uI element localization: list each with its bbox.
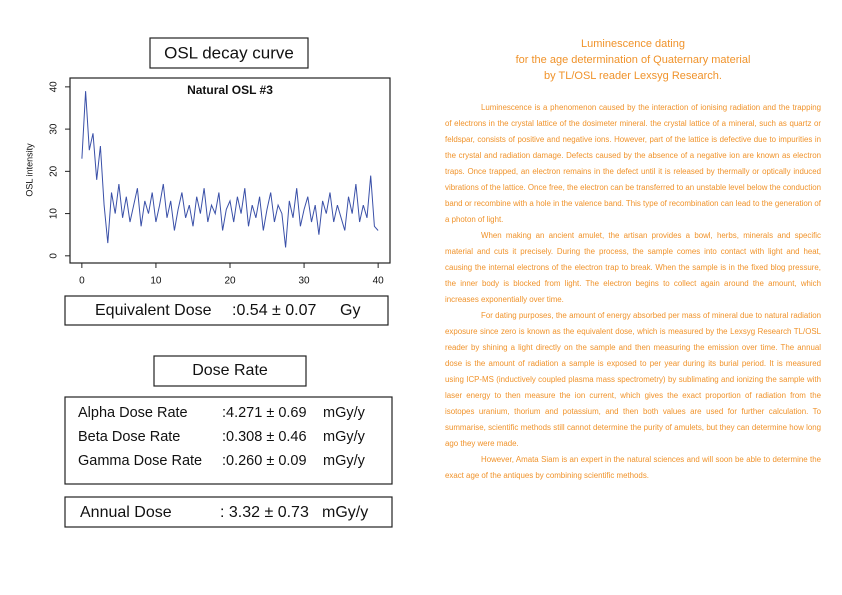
annual-dose-box xyxy=(64,496,393,528)
y-tick-label: 30 xyxy=(49,123,60,135)
x-tick-label: 20 xyxy=(224,276,236,287)
dose-rate-label: Gamma Dose Rate xyxy=(78,453,202,469)
equivalent-dose-value: :0.54 ± 0.07 xyxy=(232,302,317,319)
dose-rate-unit: mGy/y xyxy=(323,405,366,421)
chart-title: Natural OSL #3 xyxy=(187,83,273,97)
dose-rate-label: Beta Dose Rate xyxy=(78,429,180,445)
y-tick-label: 10 xyxy=(49,208,60,220)
article-title: Luminescence dating for the age determina… xyxy=(445,36,821,84)
paragraph: When making an ancient amulet, the artis… xyxy=(445,231,821,304)
osl-line xyxy=(81,91,379,248)
y-axis-label: OSL intensity xyxy=(24,143,34,197)
equivalent-dose-box xyxy=(64,295,389,326)
dose-rate-unit: mGy/y xyxy=(323,453,366,469)
y-tick-label: 0 xyxy=(49,253,60,259)
article: Luminescence dating for the age determina… xyxy=(445,36,821,484)
paragraph: For dating purposes, the amount of energ… xyxy=(445,311,821,448)
dose-rate-value: :0.308 ± 0.46 xyxy=(222,429,307,445)
x-tick-label: 10 xyxy=(150,276,162,287)
x-tick-label: 30 xyxy=(299,276,311,287)
annual-dose-label: Annual Dose xyxy=(80,504,172,521)
dose-rate-heading: Dose Rate xyxy=(192,362,268,379)
x-tick-label: 40 xyxy=(373,276,385,287)
equivalent-dose-label: Equivalent Dose xyxy=(95,302,212,319)
dose-rate-value: :0.260 ± 0.09 xyxy=(222,453,307,469)
equivalent-dose-unit: Gy xyxy=(340,302,360,319)
paragraph: However, Amata Siam is an expert in the … xyxy=(445,455,821,480)
article-title-line: for the age determination of Quaternary … xyxy=(515,54,751,66)
plot-box xyxy=(69,77,391,264)
annual-dose-value: : 3.32 ± 0.73 xyxy=(220,504,309,521)
plot: 0 10 20 30 40 0 10 20 30 40 xyxy=(49,81,385,287)
y-tick-label: 20 xyxy=(49,165,60,177)
dose-rate-label: Alpha Dose Rate xyxy=(78,405,188,421)
osl-heading: OSL decay curve xyxy=(164,43,294,62)
left-panel: OSL decay curve Natural OSL #3 OSL inten… xyxy=(24,37,393,528)
dose-rate-value: :4.271 ± 0.69 xyxy=(222,405,307,421)
article-body: Luminescence is a phenomenon caused by t… xyxy=(445,100,821,484)
article-title-line: by TL/OSL reader Lexsyg Research. xyxy=(544,70,722,82)
dose-rate-box xyxy=(64,396,393,485)
annual-dose-unit: mGy/y xyxy=(322,504,368,521)
dose-rate-heading-box xyxy=(153,355,307,387)
paragraph: Luminescence is a phenomenon caused by t… xyxy=(445,103,821,224)
heading-box xyxy=(149,37,309,69)
x-tick-label: 0 xyxy=(79,276,85,287)
article-title-line: Luminescence dating xyxy=(581,38,685,50)
dose-rates: Alpha Dose Rate :4.271 ± 0.69 mGy/y Beta Do… xyxy=(78,405,366,469)
y-tick-label: 40 xyxy=(49,81,60,93)
dose-rate-unit: mGy/y xyxy=(323,429,366,445)
